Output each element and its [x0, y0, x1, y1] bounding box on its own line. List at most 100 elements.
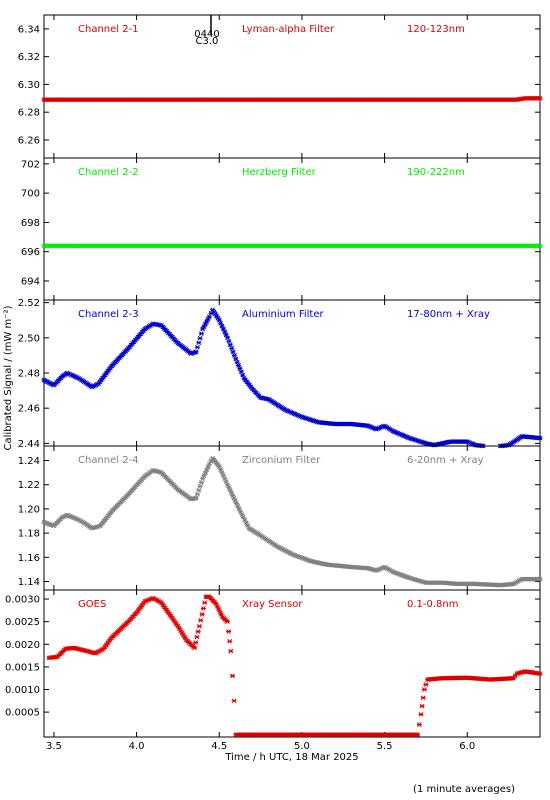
y-tick-label: 0.0020	[5, 640, 40, 651]
data-point	[233, 356, 239, 362]
y-tick-label: 6.34	[18, 24, 40, 35]
data-point	[225, 619, 230, 625]
y-tick-label: 0.0015	[5, 662, 40, 673]
data-point	[200, 326, 206, 332]
data-point	[218, 320, 224, 326]
y-tick-label: 1.22	[18, 480, 40, 491]
y-tick-label: 6.28	[18, 108, 40, 119]
data-series	[41, 243, 543, 249]
data-point	[537, 95, 543, 101]
y-tick-label: 2.50	[18, 333, 40, 344]
data-point	[537, 435, 543, 441]
data-point	[197, 335, 203, 341]
panel-label: GOES	[78, 599, 106, 610]
chart-panels: 6.26 6.28 6.30 6.32 6.34 Channel 2-1 Lyman-alp…	[5, 14, 543, 738]
panel-1: 6.26 6.28 6.30 6.32 6.34 Channel 2-1 Lyman-alp…	[18, 14, 543, 159]
data-point	[236, 363, 241, 368]
data-point	[201, 324, 207, 329]
panel-frame	[43, 299, 541, 447]
data-point	[201, 473, 207, 479]
data-point	[242, 517, 248, 523]
flare-marker-time: 0440	[194, 29, 219, 40]
y-tick-label: 1.20	[18, 504, 40, 515]
data-point	[217, 609, 223, 615]
data-point	[193, 349, 199, 355]
data-point	[226, 485, 232, 490]
y-tick-label: 6.30	[18, 80, 40, 91]
data-point	[226, 629, 232, 634]
data-point	[235, 503, 241, 509]
data-point	[216, 464, 222, 469]
data-point	[219, 470, 225, 475]
data-point	[238, 369, 244, 375]
data-point	[240, 372, 246, 378]
data-point	[196, 340, 202, 346]
data-point	[222, 329, 228, 335]
data-point	[228, 490, 234, 496]
data-point	[218, 467, 224, 472]
data-point	[234, 501, 239, 506]
panel-label: Aluminium Filter	[242, 309, 325, 320]
data-series	[41, 455, 543, 588]
data-point	[182, 635, 188, 640]
data-point	[222, 476, 228, 482]
data-point	[537, 671, 543, 677]
data-point	[202, 321, 208, 327]
x-tick-label: 3.5	[46, 741, 62, 752]
data-point	[196, 623, 202, 629]
data-point	[238, 509, 243, 515]
data-point	[216, 606, 222, 612]
data-point	[419, 703, 425, 709]
data-point	[202, 470, 208, 476]
data-point	[196, 487, 202, 493]
data-point	[228, 648, 234, 654]
panel-2: 694 696 698 700 702 Channel 2-2 Herzberg Filte…	[21, 157, 543, 301]
data-point	[204, 319, 210, 324]
data-point	[200, 476, 206, 482]
data-point	[225, 335, 230, 341]
data-point	[194, 634, 200, 640]
data-point	[245, 523, 251, 528]
data-point	[176, 626, 182, 631]
data-point	[231, 353, 237, 358]
y-tick-label: 702	[21, 159, 40, 170]
data-series	[46, 594, 543, 738]
panel-frame	[43, 14, 541, 159]
panel-label: Lyman-alpha Filter	[242, 24, 335, 35]
panel-label: Zirconium Filter	[242, 455, 321, 466]
data-point	[423, 682, 429, 687]
data-series	[41, 95, 543, 103]
y-tick-label: 0.0030	[5, 595, 40, 606]
y-tick-label: 2.46	[18, 404, 40, 415]
data-point	[194, 491, 200, 497]
data-point	[219, 323, 225, 329]
flare-marker-class: C3.0	[196, 36, 219, 47]
data-point	[198, 480, 204, 485]
data-point	[537, 576, 543, 582]
data-series	[41, 307, 543, 449]
panel-label: 17-80nm + Xray	[407, 309, 490, 320]
data-point	[194, 344, 200, 350]
data-point	[420, 695, 426, 701]
panel-3: 2.44 2.46 2.48 2.50 2.52 Channel 2-3 Aluminium…	[18, 298, 543, 450]
panel-5: 0.0005 0.0010 0.0015 0.0020 0.0025 0.0030 GOES…	[5, 589, 543, 738]
data-point	[220, 473, 226, 478]
y-tick-label: 696	[21, 247, 40, 258]
data-point	[198, 331, 204, 336]
y-tick-label: 0.0010	[5, 685, 40, 696]
data-point	[204, 467, 210, 473]
y-tick-label: 2.48	[18, 369, 40, 380]
x-tick-label: 5.5	[377, 741, 393, 752]
data-point	[214, 603, 220, 609]
data-point	[231, 495, 237, 501]
panel-label: 120-123nm	[407, 24, 465, 35]
data-point	[211, 309, 217, 315]
panel-label: Herzberg Filter	[242, 167, 317, 178]
data-point	[234, 359, 240, 365]
x-axis: 3.5 4.0 4.5 5.0 5.5 6.0	[46, 741, 475, 752]
x-tick-label: 4.0	[129, 741, 145, 752]
data-point	[223, 479, 229, 485]
y-tick-label: 2.44	[18, 439, 40, 450]
x-tick-label: 6.0	[459, 741, 475, 752]
data-point	[225, 482, 230, 488]
